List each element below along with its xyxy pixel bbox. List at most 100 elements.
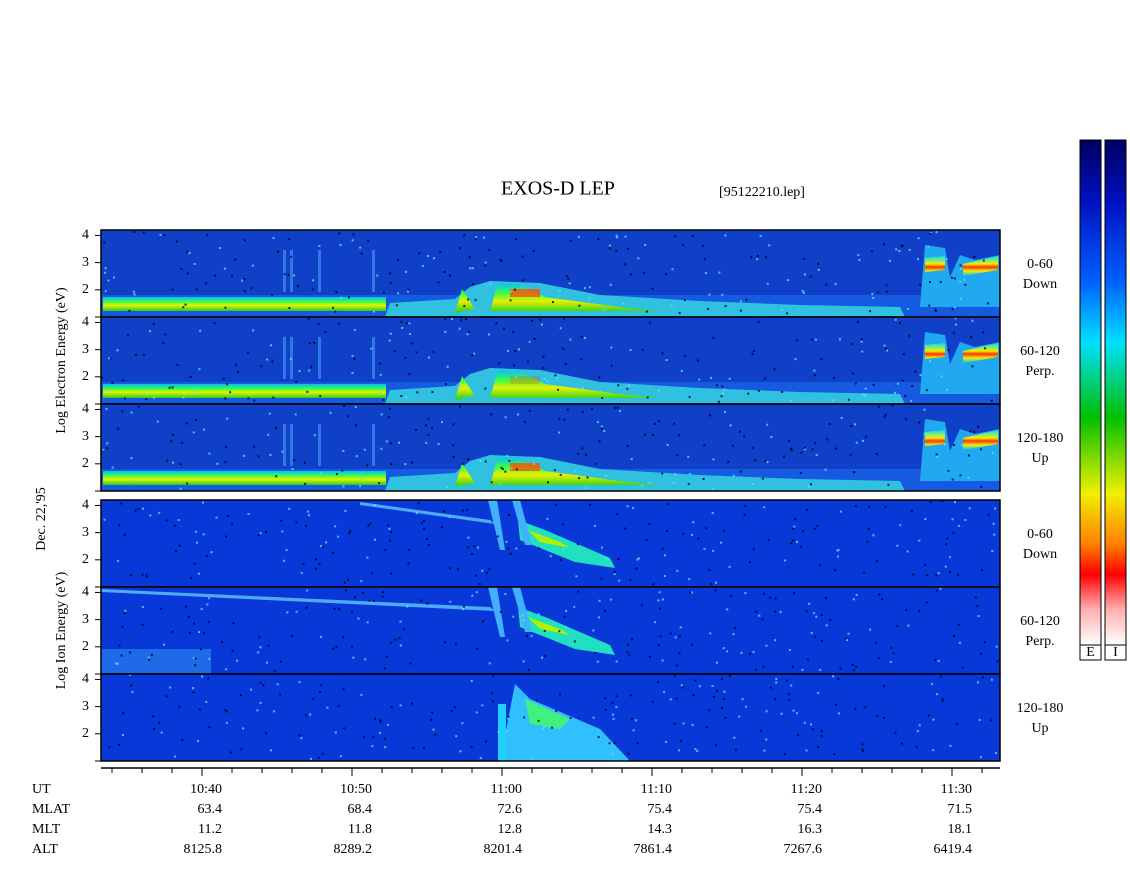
speckle [272, 710, 275, 713]
panel [100, 229, 1001, 318]
speckle [626, 247, 629, 250]
speckle [680, 369, 683, 372]
speckle [431, 390, 434, 393]
speckle [836, 555, 839, 558]
speckle [803, 446, 806, 449]
speckle [708, 293, 711, 296]
speckle [497, 730, 500, 733]
speckle [152, 727, 155, 730]
speckle [184, 303, 187, 306]
speckle [461, 462, 464, 465]
speckle [815, 453, 818, 456]
feature [455, 370, 660, 400]
speckle [818, 563, 821, 566]
speckle [231, 649, 234, 652]
speckle [804, 273, 807, 276]
speckle [488, 568, 491, 571]
speckle [123, 612, 126, 615]
speckle [271, 360, 274, 363]
speckle [976, 605, 979, 608]
speckle [398, 637, 401, 640]
speckle [469, 267, 472, 270]
speckle [409, 332, 412, 335]
speckle [770, 435, 773, 438]
speckle [603, 429, 606, 432]
speckle [197, 739, 200, 742]
speckle [320, 684, 323, 687]
direction-label: Perp. [1025, 364, 1054, 379]
ephemeris-value: 11.2 [198, 822, 222, 837]
speckle [820, 730, 823, 733]
speckle [952, 331, 955, 334]
speckle [941, 699, 944, 702]
speckle [869, 628, 872, 631]
speckle [475, 711, 478, 714]
speckle [613, 573, 616, 576]
speckle [342, 687, 345, 690]
speckle [594, 462, 597, 465]
speckle [182, 306, 185, 309]
speckle [867, 527, 870, 530]
speckle [266, 358, 269, 361]
speckle [324, 331, 327, 334]
speckle [616, 406, 619, 409]
speckle [498, 362, 501, 365]
speckle [502, 468, 505, 471]
speckle [421, 265, 424, 268]
speckle [530, 319, 533, 322]
speckle [514, 350, 517, 353]
speckle [149, 514, 152, 517]
speckle [738, 715, 741, 718]
speckle [555, 710, 558, 713]
speckle [609, 598, 612, 601]
speckle [887, 483, 890, 486]
speckle [290, 255, 293, 258]
speckle [523, 420, 526, 423]
speckle [709, 414, 712, 417]
speckle [276, 683, 279, 686]
speckle [103, 518, 106, 521]
speckle [741, 698, 744, 701]
speckle [808, 602, 811, 605]
speckle [510, 290, 513, 293]
speckle [555, 503, 558, 506]
speckle [858, 259, 861, 262]
speckle [916, 258, 919, 261]
speckle [578, 304, 581, 307]
speckle [404, 463, 407, 466]
speckle [724, 304, 727, 307]
speckle [953, 306, 956, 309]
speckle [752, 548, 755, 551]
speckle [925, 601, 928, 604]
speckle [312, 279, 315, 282]
speckle [537, 719, 540, 722]
speckle [302, 563, 305, 566]
speckle [420, 599, 423, 602]
pitch-label: 60-120 [1020, 614, 1060, 629]
speckle [872, 534, 875, 537]
speckle [694, 679, 697, 682]
speckle [195, 530, 198, 533]
pitch-label: 120-180 [1017, 701, 1064, 716]
speckle [206, 603, 209, 606]
speckle [615, 234, 618, 237]
speckle [661, 472, 664, 475]
speckle [475, 237, 478, 240]
speckle [946, 388, 949, 391]
speckle [865, 435, 868, 438]
speckle [210, 551, 213, 554]
speckle [108, 746, 111, 749]
speckle [291, 468, 294, 471]
speckle [371, 745, 374, 748]
speckle [592, 629, 595, 632]
speckle [861, 748, 864, 751]
speckle [265, 732, 268, 735]
speckle [729, 424, 732, 427]
speckle [169, 686, 172, 689]
speckle [507, 717, 510, 720]
pitch-label: 0-60 [1027, 527, 1053, 542]
x-tick-label: 11:20 [791, 782, 822, 797]
speckle [470, 746, 473, 749]
speckle [444, 318, 447, 321]
